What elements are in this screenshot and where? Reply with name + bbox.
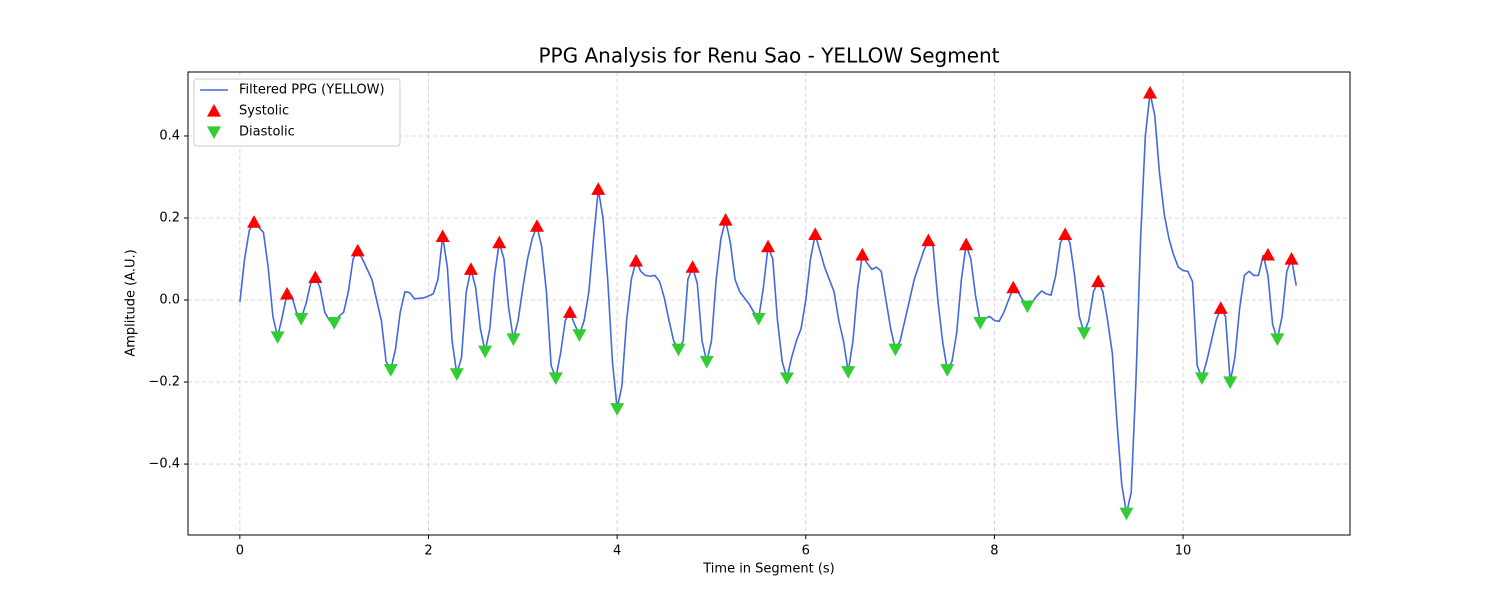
peak-marker bbox=[921, 233, 936, 247]
peak-marker bbox=[761, 239, 776, 253]
x-tick-label: 6 bbox=[802, 544, 810, 559]
peak-marker bbox=[940, 364, 955, 377]
peak-marker bbox=[529, 219, 544, 232]
peak-marker bbox=[1194, 372, 1209, 385]
peak-marker bbox=[671, 343, 686, 357]
peak-marker bbox=[751, 312, 766, 326]
peak-marker bbox=[294, 312, 309, 326]
peak-marker bbox=[1091, 274, 1106, 288]
peak-marker bbox=[1020, 300, 1035, 314]
x-axis-label: Time in Segment (s) bbox=[702, 562, 834, 577]
data-line bbox=[239, 92, 1298, 514]
chart-title: PPG Analysis for Renu Sao - YELLOW Segme… bbox=[538, 44, 999, 68]
peak-marker bbox=[327, 316, 342, 330]
legend-label: Filtered PPG (YELLOW) bbox=[239, 83, 385, 98]
peak-marker bbox=[492, 235, 507, 249]
peak-marker bbox=[449, 368, 464, 381]
peak-marker bbox=[270, 331, 285, 344]
y-tick-label: −0.4 bbox=[148, 457, 180, 472]
peak-marker bbox=[463, 262, 478, 275]
y-tick-label: 0.0 bbox=[159, 293, 180, 308]
legend-swatch bbox=[207, 126, 221, 139]
peak-marker bbox=[280, 286, 295, 300]
peak-marker bbox=[1223, 376, 1238, 390]
peak-marker bbox=[841, 366, 856, 379]
peak-marker bbox=[610, 403, 625, 416]
peak-marker bbox=[572, 329, 587, 342]
peak-marker bbox=[779, 372, 794, 385]
peak-marker bbox=[1143, 85, 1158, 99]
peak-marker bbox=[478, 345, 493, 359]
peak-marker bbox=[1213, 301, 1228, 314]
peak-marker bbox=[1077, 327, 1092, 340]
peak-marker bbox=[383, 364, 398, 377]
peak-marker bbox=[562, 305, 577, 318]
x-tick-label: 4 bbox=[613, 544, 621, 559]
peak-marker bbox=[718, 213, 733, 226]
peak-marker bbox=[350, 243, 365, 257]
y-axis-label: Amplitude (A.U.) bbox=[124, 249, 139, 356]
peak-marker bbox=[435, 229, 450, 243]
peak-marker bbox=[506, 333, 521, 346]
peak-marker bbox=[685, 260, 700, 273]
x-tick-label: 8 bbox=[990, 544, 998, 559]
peak-marker bbox=[1260, 247, 1275, 261]
peak-marker bbox=[1270, 333, 1285, 346]
legend-swatch bbox=[207, 104, 221, 117]
peak-marker bbox=[699, 355, 714, 369]
peak-marker bbox=[1058, 227, 1073, 240]
peak-marker bbox=[959, 237, 974, 251]
peak-marker bbox=[888, 343, 903, 357]
peak-marker bbox=[308, 270, 323, 284]
legend-label: Systolic bbox=[239, 104, 289, 119]
peak-marker bbox=[1119, 507, 1134, 521]
peak-marker bbox=[591, 182, 606, 195]
peak-marker bbox=[808, 227, 823, 240]
peak-marker bbox=[629, 254, 644, 267]
x-tick-label: 2 bbox=[424, 544, 432, 559]
peak-marker bbox=[1006, 280, 1021, 294]
peak-marker bbox=[1284, 252, 1299, 265]
peak-marker bbox=[548, 372, 563, 385]
peak-marker bbox=[247, 215, 262, 228]
x-tick-label: 0 bbox=[236, 544, 244, 559]
legend-box bbox=[193, 78, 401, 147]
x-tick-label: 10 bbox=[1175, 544, 1192, 559]
peak-marker bbox=[855, 247, 870, 261]
y-tick-label: 0.4 bbox=[159, 128, 180, 143]
plot-frame bbox=[187, 71, 1351, 536]
y-tick-label: −0.2 bbox=[148, 375, 180, 390]
legend-label: Diastolic bbox=[239, 125, 295, 140]
y-tick-label: 0.2 bbox=[159, 210, 180, 225]
peak-marker bbox=[973, 316, 988, 330]
